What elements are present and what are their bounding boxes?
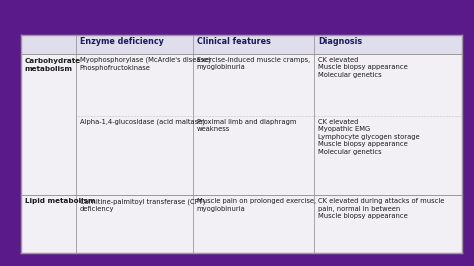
Text: CK elevated
Myopathic EMG
Lymphocyte glycogen storage
Muscle biopsy appearance
M: CK elevated Myopathic EMG Lymphocyte gly… (318, 119, 419, 155)
Text: Carbohydrate
metabolism: Carbohydrate metabolism (25, 58, 81, 72)
Text: CK elevated
Muscle biopsy appearance
Molecular genetics: CK elevated Muscle biopsy appearance Mol… (318, 57, 408, 78)
Text: Enzyme deficiency: Enzyme deficiency (80, 37, 164, 46)
Text: Carnitine-palmitoyl transferase (CPT)
deficiency: Carnitine-palmitoyl transferase (CPT) de… (80, 198, 205, 212)
Text: Clinical features: Clinical features (197, 37, 271, 46)
Bar (21, 35, 462, 54)
Text: Proximal limb and diaphragm
weakness: Proximal limb and diaphragm weakness (197, 119, 296, 132)
Text: Muscle pain on prolonged exercise,
myoglobinuria: Muscle pain on prolonged exercise, myogl… (197, 198, 316, 212)
Text: Alpha-1,4-glucosidase (acid maltase): Alpha-1,4-glucosidase (acid maltase) (80, 119, 205, 126)
Text: Lipid metabolism: Lipid metabolism (25, 198, 95, 204)
Text: Diagnosis: Diagnosis (318, 37, 362, 46)
Bar (21, 35, 462, 253)
Text: CK elevated during attacks of muscle
pain, normal in between
Muscle biopsy appea: CK elevated during attacks of muscle pai… (318, 198, 444, 219)
Text: Myophosphorylase (McArdle's disease)
Phosphofructokinase: Myophosphorylase (McArdle's disease) Pho… (80, 57, 210, 71)
Text: Exercise-induced muscle cramps,
myoglobinuria: Exercise-induced muscle cramps, myoglobi… (197, 57, 310, 70)
